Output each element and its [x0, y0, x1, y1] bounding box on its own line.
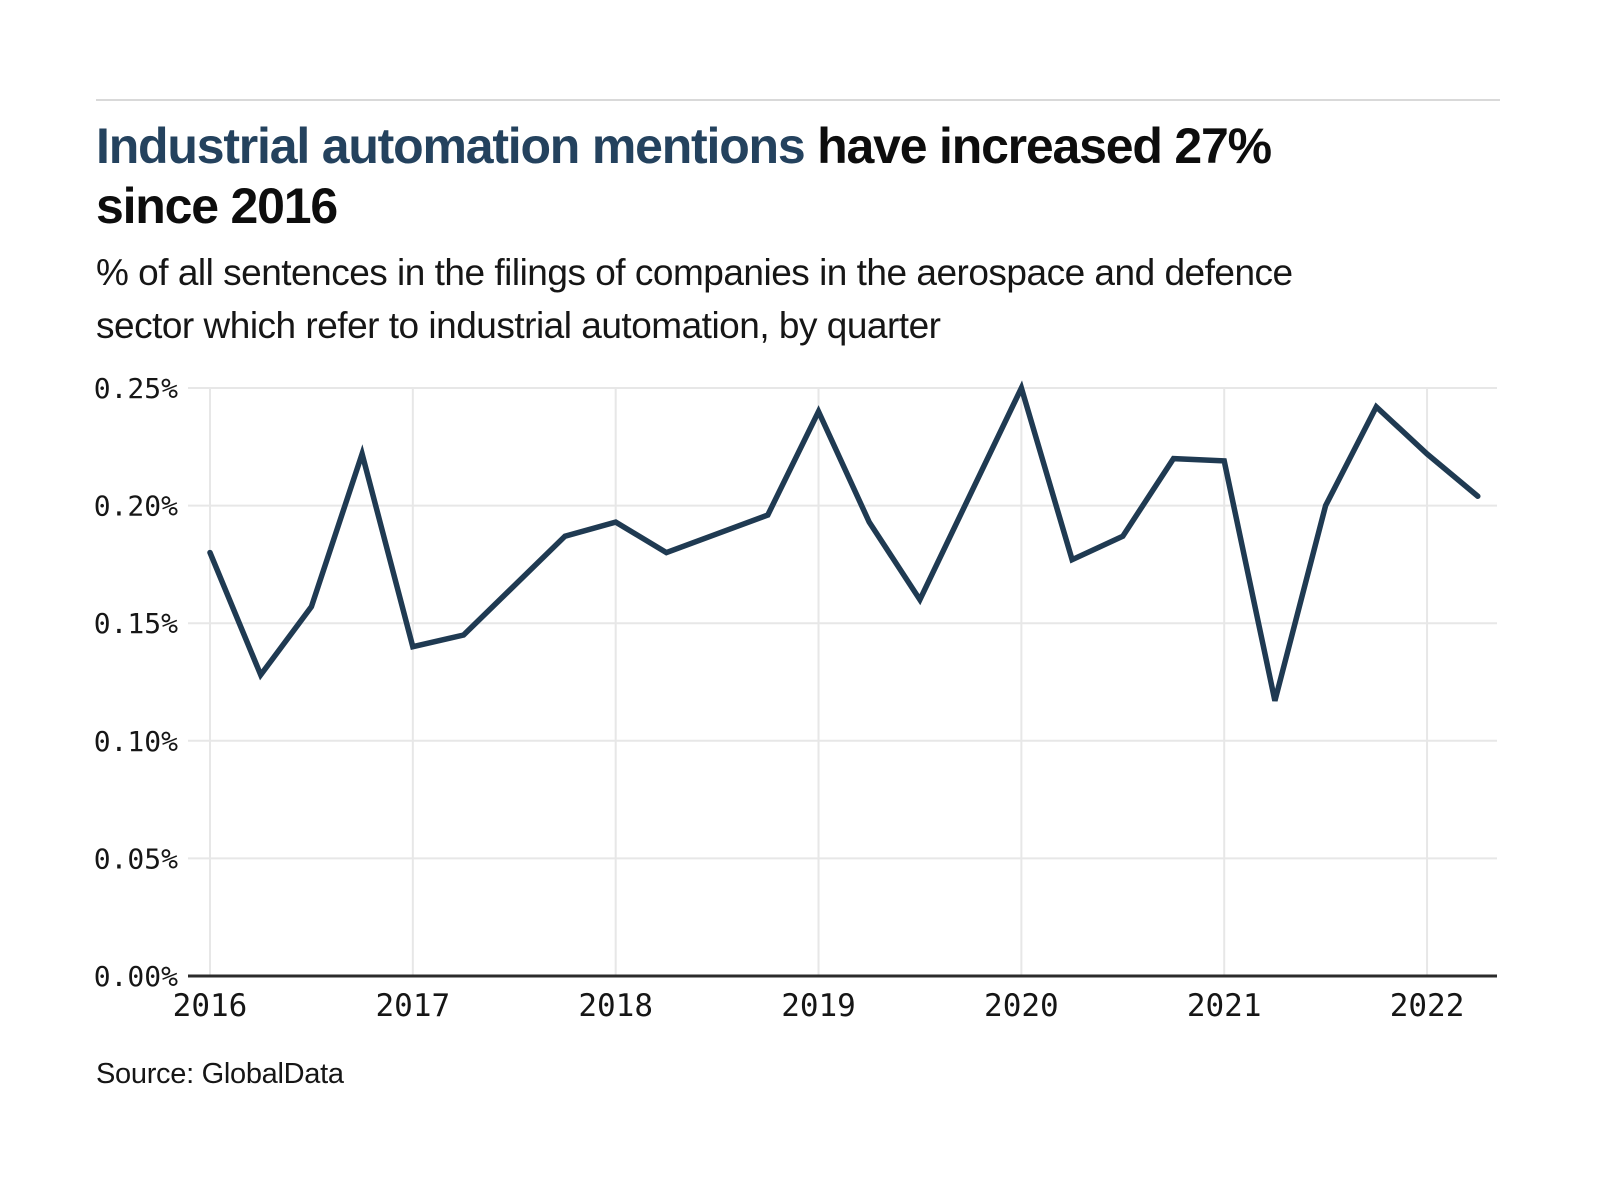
title-line2: since 2016	[96, 178, 338, 234]
y-tick-label: 0.15%	[94, 607, 178, 640]
x-tick-label: 2021	[1187, 988, 1262, 1024]
y-tick-label: 0.00%	[94, 960, 178, 993]
x-tick-label: 2020	[984, 988, 1059, 1024]
y-tick-label: 0.20%	[94, 490, 178, 523]
y-tick-label: 0.10%	[94, 725, 178, 758]
chart-canvas: 0.25% 0.20% 0.15% 0.10% 0.05% 0.00%2016 2017 20…	[94, 372, 1497, 1024]
title-highlight: Industrial automation mentions	[96, 118, 806, 174]
subtitle-line1: % of all sentences in the filings of com…	[96, 252, 1293, 293]
subtitle-line2: sector which refer to industrial automat…	[96, 305, 941, 346]
page-title: Industrial automation mentions have incr…	[96, 116, 1272, 236]
x-tick-label: 2019	[781, 988, 856, 1024]
y-tick-label: 0.05%	[94, 842, 178, 875]
x-tick-label: 2022	[1390, 988, 1465, 1024]
x-tick-label: 2017	[376, 988, 451, 1024]
chart-subtitle: % of all sentences in the filings of com…	[96, 246, 1293, 352]
data-line	[207, 380, 1481, 702]
source-label: Source: GlobalData	[96, 1058, 344, 1090]
y-tick-label: 0.25%	[94, 372, 178, 405]
line-chart: 0.25% 0.20% 0.15% 0.10% 0.05% 0.00% 2016 2017 20…	[0, 350, 1600, 1040]
x-tick-label: 2016	[173, 988, 248, 1024]
x-tick-label: 2018	[578, 988, 653, 1024]
title-rest: have increased 27%	[804, 118, 1272, 174]
top-divider-rule	[96, 99, 1500, 101]
